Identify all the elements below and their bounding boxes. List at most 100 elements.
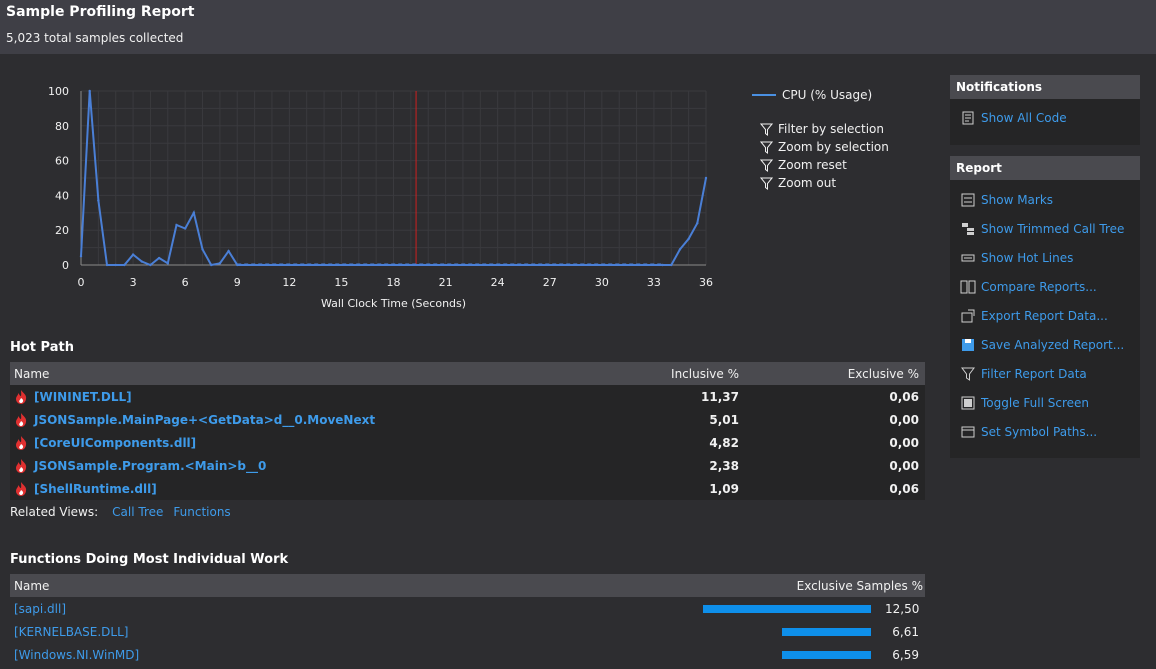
row-name-cell: [KERNELBASE.DLL]	[10, 625, 671, 639]
set-symbol-paths-link[interactable]: Set Symbol Paths...	[950, 417, 1140, 446]
filter-icon	[760, 123, 773, 136]
table-row[interactable]: [WININET.DLL] 11,37 0,06	[10, 385, 925, 408]
y-tick-label: 0	[62, 259, 69, 272]
action-label: Zoom reset	[778, 158, 847, 172]
cpu-usage-point	[123, 263, 126, 267]
report-item-label: Show Trimmed Call Tree	[981, 221, 1125, 236]
samples-bar	[782, 627, 871, 636]
show-marks-link[interactable]: Show Marks	[950, 185, 1140, 214]
column-name[interactable]: Name	[14, 578, 50, 593]
exclusive-value: 0,06	[889, 389, 919, 404]
show-all-code-link[interactable]: Show All Code	[950, 103, 1140, 132]
y-tick-label: 20	[55, 224, 69, 237]
compare-icon	[960, 280, 976, 293]
call-tree-link[interactable]: Call Tree	[112, 505, 164, 519]
column-exclusive-samples[interactable]: Exclusive Samples %	[796, 578, 923, 593]
y-tick-label: 60	[55, 155, 69, 168]
cpu-usage-point	[704, 176, 708, 180]
samples-value: 6,59	[892, 647, 919, 662]
cpu-usage-point	[210, 263, 213, 267]
function-link[interactable]: [ShellRuntime.dll]	[34, 481, 157, 496]
save-icon	[962, 338, 974, 351]
cpu-usage-point	[149, 263, 152, 267]
cpu-usage-point	[670, 263, 673, 267]
zoom-by-selection-button[interactable]: Zoom by selection	[760, 138, 889, 156]
report-panel: Report Show Marks Show Trimmed Call Tree…	[950, 156, 1140, 458]
hot-path-flame-icon	[16, 435, 27, 450]
cpu-usage-point	[192, 211, 196, 214]
exclusive-value: 0,00	[889, 412, 919, 427]
table-row[interactable]: JSONSample.Program.<Main>b__0 2,38 0,00	[10, 454, 925, 477]
show-all-code-label: Show All Code	[981, 110, 1067, 125]
show-trimmed-call-tree-link[interactable]: Show Trimmed Call Tree	[950, 214, 1140, 243]
cpu-usage-point	[201, 248, 204, 251]
filter-report-data-link[interactable]: Filter Report Data	[950, 359, 1140, 388]
row-name-cell: [ShellRuntime.dll]	[10, 481, 579, 497]
cpu-usage-point	[97, 199, 100, 202]
show-hot-lines-link[interactable]: Show Hot Lines	[950, 243, 1140, 272]
cpu-usage-point	[157, 256, 161, 260]
symbol-paths-icon	[961, 426, 975, 437]
cpu-usage-point	[166, 262, 170, 265]
table-header: Name Inclusive % Exclusive %	[10, 362, 925, 385]
exclusive-value: 0,00	[889, 435, 919, 450]
legend-line-swatch	[752, 94, 776, 96]
table-row[interactable]: [CoreUIComponents.dll] 4,82 0,00	[10, 431, 925, 454]
action-label: Zoom out	[778, 176, 837, 190]
function-link[interactable]: [sapi.dll]	[14, 601, 67, 616]
report-title: Sample Profiling Report	[6, 4, 195, 20]
functions-link[interactable]: Functions	[173, 505, 231, 519]
cpu-usage-point	[105, 263, 109, 267]
x-tick-label: 6	[182, 276, 189, 289]
x-tick-label: 36	[699, 276, 713, 289]
report-header: Sample Profiling Report 5,023 total samp…	[0, 0, 1156, 54]
legend-label: CPU (% Usage)	[782, 88, 873, 102]
function-link[interactable]: [Windows.NI.WinMD]	[14, 647, 140, 662]
save-analyzed-report-link[interactable]: Save Analyzed Report...	[950, 330, 1140, 359]
cpu-usage-point	[678, 248, 682, 251]
y-tick-label: 40	[55, 189, 69, 202]
function-link[interactable]: [WININET.DLL]	[34, 389, 132, 404]
function-link[interactable]: [KERNELBASE.DLL]	[14, 624, 129, 639]
table-row[interactable]: [Windows.NI.WinMD] 6,59	[10, 643, 925, 666]
function-link[interactable]: JSONSample.MainPage+<GetData>d__0.MoveNe…	[34, 412, 376, 427]
zoom-out-button[interactable]: Zoom out	[760, 174, 889, 192]
cpu-usage-point	[661, 263, 664, 267]
row-name-cell: JSONSample.MainPage+<GetData>d__0.MoveNe…	[10, 412, 579, 428]
chart-actions: Filter by selection Zoom by selection Zo…	[760, 120, 889, 192]
filter-by-selection-button[interactable]: Filter by selection	[760, 120, 889, 138]
table-row[interactable]: [sapi.dll] 12,50	[10, 597, 925, 620]
zoom-reset-button[interactable]: Zoom reset	[760, 156, 889, 174]
related-views: Related Views: Call Tree Functions	[10, 505, 241, 519]
samples-bar-cell	[671, 604, 885, 613]
hot-path-title: Hot Path	[10, 340, 74, 355]
column-exclusive[interactable]: Exclusive %	[847, 366, 919, 381]
x-tick-label: 18	[387, 276, 401, 289]
x-tick-label: 21	[439, 276, 453, 289]
table-row[interactable]: [ShellRuntime.dll] 1,09 0,06	[10, 477, 925, 500]
export-report-data-link[interactable]: Export Report Data...	[950, 301, 1140, 330]
cpu-usage-point	[218, 262, 222, 265]
filter-icon	[961, 367, 975, 381]
samples-count: 5,023 total samples collected	[6, 31, 184, 45]
toggle-full-screen-link[interactable]: Toggle Full Screen	[950, 388, 1140, 417]
samples-value: 12,50	[885, 601, 920, 616]
column-name[interactable]: Name	[14, 366, 50, 381]
function-link[interactable]: [CoreUIComponents.dll]	[34, 435, 197, 450]
report-item-label: Show Marks	[981, 192, 1054, 207]
functions-title: Functions Doing Most Individual Work	[10, 552, 289, 567]
column-inclusive[interactable]: Inclusive %	[671, 366, 739, 381]
code-icon	[962, 111, 974, 124]
hot-path-flame-icon	[16, 458, 27, 473]
cpu-usage-point	[140, 260, 143, 263]
function-link[interactable]: JSONSample.Program.<Main>b__0	[34, 458, 267, 473]
x-tick-label: 0	[78, 276, 85, 289]
x-tick-label: 9	[234, 276, 241, 289]
compare-reports-link[interactable]: Compare Reports...	[950, 272, 1140, 301]
table-row[interactable]: JSONSample.MainPage+<GetData>d__0.MoveNe…	[10, 408, 925, 431]
y-tick-label: 80	[55, 120, 69, 133]
table-row[interactable]: [KERNELBASE.DLL] 6,61	[10, 620, 925, 643]
report-item-label: Toggle Full Screen	[981, 395, 1089, 410]
export-icon	[961, 309, 975, 322]
